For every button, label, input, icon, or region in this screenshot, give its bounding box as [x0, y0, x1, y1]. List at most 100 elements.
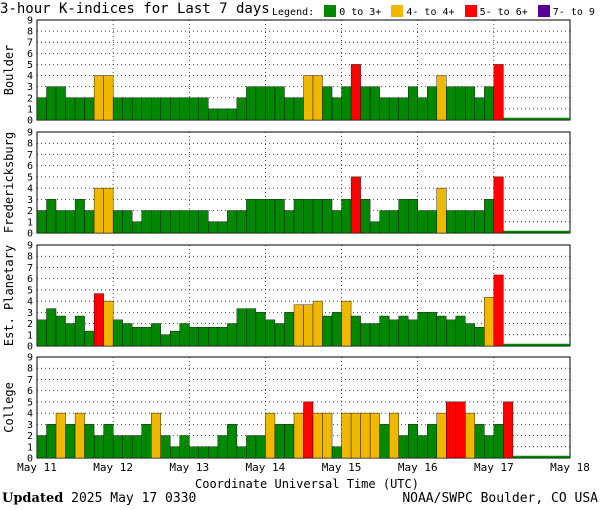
k-index-bar: [369, 412, 380, 459]
k-index-bar: [255, 86, 266, 121]
x-tick-label: May 17: [474, 461, 514, 474]
k-index-bar: [398, 435, 409, 459]
k-index-bar: [131, 435, 142, 459]
k-index-bar: [55, 210, 66, 234]
k-index-bar: [227, 424, 238, 459]
k-index-bar: [293, 97, 304, 121]
k-index-bar: [407, 86, 418, 121]
k-index-bar: [265, 412, 276, 459]
k-index-bar: [303, 401, 314, 459]
updated-value: 2025 May 17 0330: [71, 491, 197, 506]
k-index-bar: [303, 75, 314, 121]
k-index-bar: [303, 304, 314, 347]
k-index-bar: [407, 199, 418, 234]
k-index-bar: [379, 315, 390, 347]
y-tick-label: 2: [27, 431, 33, 442]
k-index-bar: [312, 300, 323, 347]
legend-label: Legend:: [272, 7, 315, 18]
k-index-bar: [331, 210, 342, 234]
y-tick-label: 6: [27, 49, 33, 60]
k-index-bar: [46, 86, 57, 121]
k-index-bar: [160, 435, 171, 459]
k-index-bar: [236, 97, 247, 121]
k-index-bar: [112, 210, 123, 234]
k-index-bar: [160, 97, 171, 121]
k-index-bar: [312, 412, 323, 459]
k-index-bar: [217, 221, 228, 234]
k-index-bar: [474, 327, 485, 347]
y-tick-label: 7: [27, 150, 33, 161]
k-index-bar: [55, 86, 66, 121]
x-tick-label: May 12: [93, 461, 133, 474]
k-index-bar: [427, 312, 437, 347]
k-index-bar: [379, 97, 390, 121]
k-index-bar: [360, 323, 371, 347]
x-tick-label: May 14: [246, 461, 286, 474]
k-index-bar: [122, 97, 133, 121]
k-index-bar: [331, 446, 342, 459]
k-index-bar: [474, 424, 485, 459]
k-index-bar: [303, 199, 314, 234]
k-index-bar: [122, 435, 133, 459]
k-index-bar: [112, 319, 123, 347]
k-index-bar: [103, 424, 114, 459]
k-index-bar: [65, 97, 76, 121]
k-index-bar: [246, 86, 257, 121]
k-index-bar: [141, 424, 152, 459]
k-index-bar: [227, 210, 238, 234]
k-index-bar: [398, 199, 409, 234]
k-index-bar: [265, 319, 276, 347]
k-index-bar: [103, 75, 114, 121]
k-index-bar: [141, 327, 152, 347]
k-index-bar: [265, 86, 276, 121]
k-index-bar: [227, 108, 238, 121]
k-index-bar: [217, 327, 228, 347]
k-index-bar: [131, 221, 142, 234]
y-tick-label: 3: [27, 308, 33, 319]
k-index-bar: [493, 64, 504, 121]
legend-text-severe: 7- to 9: [552, 7, 595, 18]
y-tick-label: 7: [27, 263, 33, 274]
k-index-bar: [465, 323, 476, 347]
legend-text-quiet: 0 to 3+: [339, 7, 382, 18]
k-index-bar: [84, 210, 95, 234]
k-index-bar: [474, 97, 485, 121]
y-tick-label: 9: [27, 353, 33, 364]
k-index-bar: [227, 323, 238, 347]
y-tick-label: 0: [27, 229, 33, 240]
k-index-bar: [341, 199, 352, 234]
chart-title: 3-hour K-indices for Last 7 days: [0, 1, 270, 17]
k-index-bar: [198, 97, 209, 121]
k-index-bar: [284, 424, 295, 459]
k-index-bar: [455, 86, 466, 121]
updated-line: Updated 2025 May 17 0330: [2, 491, 196, 506]
y-tick-label: 9: [27, 16, 33, 27]
k-index-bar: [103, 187, 114, 234]
k-index-bar: [322, 86, 333, 121]
k-index-bar: [236, 308, 247, 347]
panel-label: College: [2, 382, 16, 433]
k-index-bar: [217, 108, 228, 121]
k-index-bar: [436, 75, 447, 121]
k-index-bar: [208, 108, 219, 121]
y-tick-label: 6: [27, 161, 33, 172]
y-tick-label: 9: [27, 241, 33, 252]
k-index-bar: [331, 97, 342, 121]
k-index-bar: [65, 424, 76, 459]
k-index-bar: [151, 323, 161, 347]
k-index-bar: [179, 435, 190, 459]
y-tick-label: 0: [27, 342, 33, 353]
k-index-bar: [103, 300, 114, 347]
k-index-bar: [189, 210, 200, 234]
k-index-bar: [436, 187, 447, 234]
k-index-bar: [255, 199, 266, 234]
k-index-bar: [379, 424, 390, 459]
k-index-bar: [246, 435, 257, 459]
y-tick-label: 5: [27, 397, 33, 408]
y-tick-label: 4: [27, 71, 33, 82]
y-tick-label: 2: [27, 319, 33, 330]
legend-swatch-active: [391, 5, 404, 17]
k-index-bar: [417, 435, 428, 459]
k-index-bar: [46, 308, 57, 347]
k-index-bar: [246, 199, 257, 234]
